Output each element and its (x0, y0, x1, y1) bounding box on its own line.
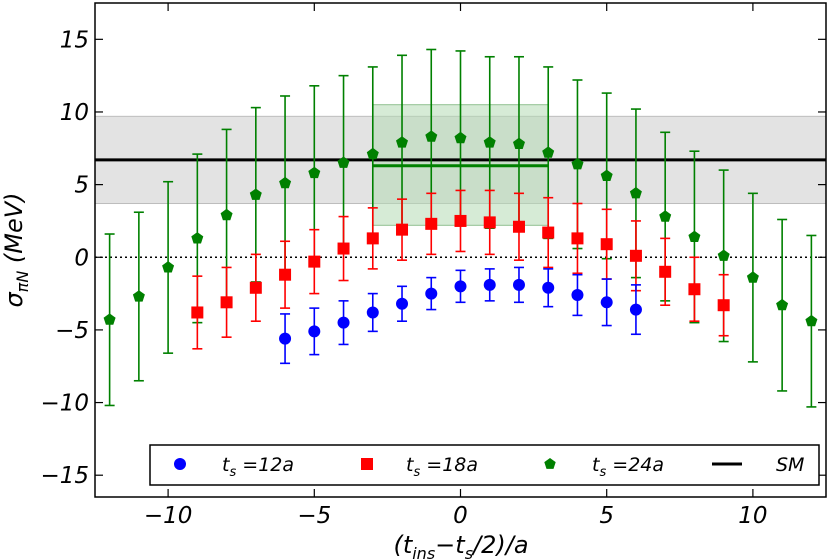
y-tick-label: 15 (60, 27, 89, 53)
data-point-ts24 (776, 298, 789, 311)
data-point-ts18 (600, 238, 613, 251)
data-point-ts24 (688, 230, 701, 242)
y-tick-label: −5 (55, 318, 89, 344)
data-point-ts24 (805, 314, 818, 327)
y-axis-title: σπN (MeV) (0, 192, 32, 307)
data-point-ts12 (629, 303, 642, 316)
data-point-ts12 (483, 278, 496, 291)
data-point-ts12 (454, 280, 467, 293)
data-point-ts12 (571, 289, 584, 302)
legend-marker-ts12 (174, 458, 186, 470)
data-point-ts12 (279, 332, 292, 345)
data-point-ts18 (659, 265, 672, 278)
x-tick-label: −10 (144, 503, 193, 529)
data-point-ts18 (366, 232, 379, 245)
data-point-ts12 (425, 287, 438, 300)
legend-label-ts18: ts =18a (406, 454, 478, 480)
data-point-ts24 (600, 169, 613, 181)
series-ts18 (191, 189, 730, 350)
data-point-ts12 (396, 297, 409, 310)
x-tick-label: 0 (453, 503, 468, 529)
data-point-ts18 (249, 281, 262, 294)
data-point-ts12 (600, 296, 613, 309)
data-point-ts18 (425, 217, 438, 230)
data-point-ts12 (337, 316, 350, 329)
data-point-ts24 (162, 261, 175, 273)
data-point-ts24 (659, 210, 672, 222)
data-point-ts18 (337, 242, 350, 255)
data-point-ts24 (396, 136, 408, 148)
data-point-ts24 (220, 208, 233, 221)
data-point-ts18 (191, 306, 204, 319)
data-point-ts18 (717, 299, 730, 312)
data-point-ts18 (688, 283, 701, 296)
data-point-ts18 (396, 223, 409, 236)
axes-layer: −10 −5 0 5 10 −15 −10 −5 0 5 10 15 (40, 2, 827, 529)
data-point-ts24 (513, 137, 525, 149)
legend-label-ts12: ts =12a (222, 454, 294, 480)
data-point-ts24 (308, 166, 321, 179)
data-point-ts24 (717, 249, 730, 261)
data-layer (103, 48, 818, 408)
x-tick-label: 10 (738, 503, 767, 529)
y-tick-label: −15 (40, 463, 89, 489)
data-point-ts24 (337, 156, 350, 168)
data-point-ts18 (542, 226, 555, 239)
data-point-ts24 (542, 146, 555, 158)
data-point-ts18 (629, 249, 642, 262)
x-tick-label: −5 (297, 503, 331, 529)
data-point-ts24 (425, 130, 438, 142)
data-point-ts24 (571, 158, 584, 170)
data-point-ts24 (249, 188, 262, 200)
data-point-ts18 (571, 232, 584, 245)
legend-marker-ts18 (361, 458, 373, 470)
legend-label-sm: SM (776, 454, 804, 476)
x-tick-label: 5 (599, 503, 614, 529)
data-point-ts24 (746, 271, 759, 283)
data-point-ts18 (220, 296, 233, 309)
y-tick-label: −10 (40, 391, 89, 417)
data-point-ts18 (483, 216, 496, 229)
y-tick-label: 5 (74, 173, 89, 199)
x-axis-title: (tins−ts/2)/a (393, 531, 528, 560)
data-point-ts24 (366, 147, 379, 160)
series-ts12 (279, 266, 642, 365)
legend-frame (149, 444, 820, 486)
data-point-ts12 (542, 281, 555, 294)
data-point-ts24 (132, 290, 145, 302)
data-point-ts24 (454, 131, 467, 144)
data-point-ts12 (308, 325, 321, 338)
data-point-ts18 (512, 220, 525, 233)
legend: ts =12a ts =18a ts =24a SM (149, 444, 820, 486)
data-point-ts18 (308, 255, 321, 268)
data-point-ts18 (279, 268, 292, 281)
data-point-ts24 (483, 136, 496, 148)
data-point-ts12 (512, 278, 525, 291)
data-point-ts18 (454, 214, 467, 227)
data-point-ts24 (629, 187, 642, 199)
y-tick-label: 10 (60, 100, 89, 126)
data-point-ts24 (103, 313, 116, 325)
legend-label-ts24: ts =24a (592, 454, 664, 480)
data-point-ts24 (191, 232, 204, 244)
legend-marker-ts24 (544, 458, 556, 469)
data-point-ts12 (366, 306, 379, 319)
y-tick-label: 0 (74, 245, 89, 271)
data-point-ts24 (279, 176, 292, 189)
